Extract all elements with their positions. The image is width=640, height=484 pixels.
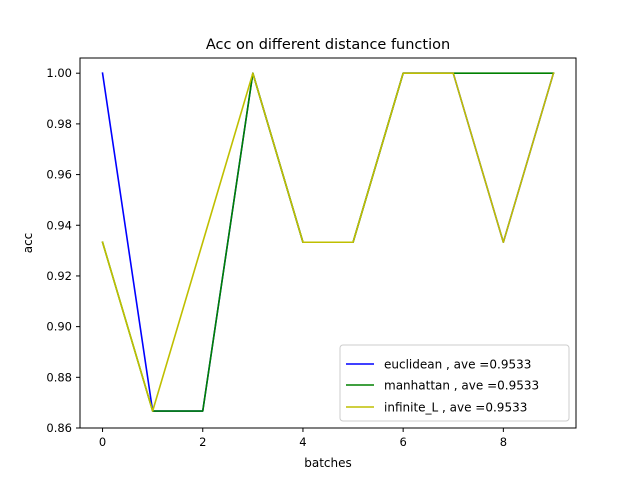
x-tick-label: 0: [99, 435, 106, 449]
y-tick-label: 0.90: [46, 320, 72, 334]
y-tick-label: 0.96: [46, 168, 72, 182]
y-tick-label: 1.00: [46, 66, 72, 80]
x-tick-label: 4: [299, 435, 306, 449]
legend-label-infinite-l: infinite_L , ave =0.9533: [384, 401, 527, 415]
y-axis-label: acc: [21, 233, 35, 254]
legend: euclidean , ave =0.9533 manhattan , ave …: [339, 344, 570, 422]
legend-label-euclidean: euclidean , ave =0.9533: [384, 358, 531, 372]
legend-label-manhattan: manhattan , ave =0.9533: [384, 379, 539, 393]
x-tick-label: 2: [199, 435, 206, 449]
y-tick-label: 0.94: [46, 218, 72, 232]
y-axis: 0.86 0.88 0.90 0.92 0.94 0.96 0.98 1.00: [46, 66, 80, 435]
chart-title: Acc on different distance function: [206, 37, 450, 53]
series-layer: [101, 72, 555, 412]
y-tick-label: 0.88: [46, 370, 72, 384]
y-tick-label: 0.98: [46, 117, 72, 131]
series-line-infinite-l: [101, 72, 555, 412]
x-axis-label: batches: [304, 456, 352, 470]
legend-box: [339, 344, 570, 422]
x-axis: 0 2 4 6 8: [99, 428, 507, 449]
x-tick-label: 6: [399, 435, 406, 449]
plot-frame: [79, 57, 577, 429]
y-tick-label: 0.86: [46, 421, 72, 435]
y-tick-label: 0.92: [46, 269, 72, 283]
x-tick-label: 8: [500, 435, 507, 449]
